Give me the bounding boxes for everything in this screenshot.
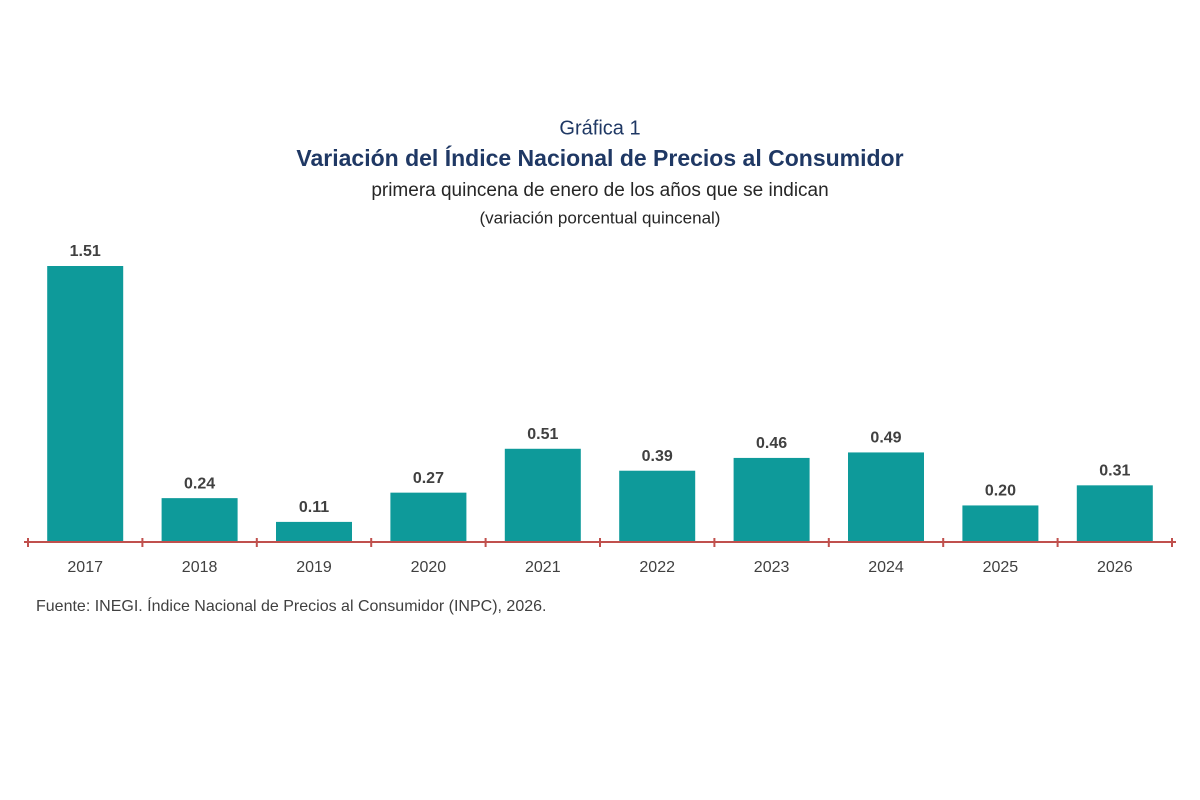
- value-label: 0.20: [985, 483, 1016, 500]
- unit-label: (variación porcentual quincenal): [480, 208, 721, 227]
- bar: [504, 448, 581, 542]
- x-tick-label: 2025: [983, 559, 1019, 576]
- x-tick-label: 2019: [296, 559, 332, 576]
- x-tick-label: 2023: [754, 559, 790, 576]
- value-label: 0.51: [527, 426, 558, 443]
- pretitle: Gráfica 1: [559, 117, 640, 139]
- x-tick-label: 2020: [411, 559, 447, 576]
- bar: [390, 492, 467, 542]
- bar: [848, 452, 924, 542]
- bar: [47, 266, 124, 542]
- value-label: 0.11: [299, 499, 329, 516]
- x-tick-label: 2017: [67, 559, 103, 576]
- source: Fuente: INEGI. Índice Nacional de Precio…: [36, 596, 546, 615]
- bar: [619, 470, 696, 542]
- bar: [276, 521, 352, 542]
- value-label: 0.49: [870, 430, 901, 447]
- bar: [1076, 485, 1153, 542]
- value-label: 0.46: [756, 435, 787, 452]
- value-label: 0.24: [184, 475, 215, 492]
- x-tick-label: 2022: [639, 559, 675, 576]
- x-tick-label: 2018: [182, 559, 218, 576]
- bar: [733, 457, 810, 542]
- x-tick-label: 2026: [1097, 559, 1133, 576]
- value-label: 1.51: [70, 243, 101, 260]
- chart-title: Variación del Índice Nacional de Precios…: [296, 144, 903, 171]
- bar: [161, 498, 238, 542]
- bar: [962, 505, 1039, 542]
- x-tick-label: 2021: [525, 559, 561, 576]
- subtitle: primera quincena de enero de los años qu…: [371, 180, 828, 201]
- x-tick-label: 2024: [868, 559, 904, 576]
- value-label: 0.31: [1099, 463, 1130, 480]
- value-label: 0.39: [642, 448, 673, 465]
- value-label: 0.27: [413, 470, 444, 487]
